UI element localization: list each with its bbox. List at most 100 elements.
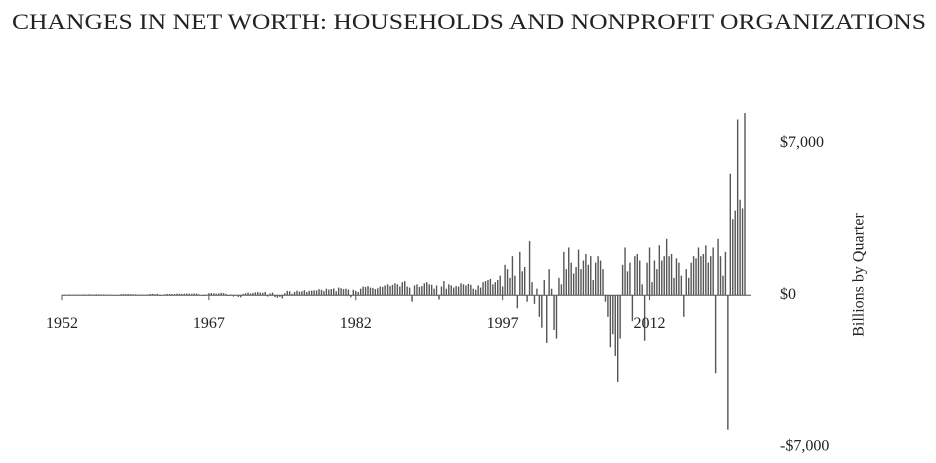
bar (594, 262, 597, 296)
bar (384, 285, 386, 296)
bar (421, 286, 423, 296)
bar (178, 293, 181, 296)
bar (345, 288, 347, 296)
bar (565, 269, 567, 296)
bar (156, 293, 159, 296)
bar (687, 277, 690, 296)
bar (110, 294, 112, 296)
bar (379, 286, 381, 296)
bar (558, 277, 560, 296)
bar (724, 251, 727, 296)
bar (173, 294, 176, 296)
bar (134, 294, 137, 296)
bar (528, 240, 531, 296)
bar (342, 289, 345, 296)
bar (266, 295, 269, 297)
bar (523, 266, 526, 296)
bar (203, 295, 205, 296)
bar (90, 294, 93, 296)
bar (208, 293, 210, 296)
bar (237, 295, 239, 297)
bar (161, 295, 164, 296)
bar (448, 284, 450, 296)
bar (301, 291, 303, 296)
bar (710, 256, 712, 296)
bar (355, 290, 357, 296)
bar (78, 294, 80, 296)
bar (247, 292, 249, 296)
bar (663, 256, 665, 296)
bar (460, 283, 462, 296)
bar (741, 208, 744, 296)
bar (440, 286, 443, 296)
bar (661, 260, 663, 296)
bar (330, 289, 332, 296)
bar (683, 295, 685, 317)
bar (244, 293, 247, 296)
bar (577, 249, 580, 296)
bar (257, 292, 259, 296)
bar (95, 294, 97, 296)
bar (274, 295, 276, 298)
bar (636, 253, 638, 296)
bar (673, 277, 675, 296)
bar (252, 293, 254, 296)
bar (73, 294, 75, 296)
bar (619, 295, 621, 339)
bar (665, 238, 668, 296)
bar (171, 293, 173, 296)
bar (124, 294, 127, 296)
bar (705, 245, 707, 296)
bar (225, 293, 227, 296)
bar (722, 275, 724, 296)
bar (467, 283, 470, 296)
bar (418, 286, 421, 296)
bar (406, 286, 408, 296)
bar (607, 295, 609, 317)
bar (183, 293, 186, 296)
bar (159, 295, 161, 296)
bar (629, 262, 631, 296)
bar (624, 247, 626, 296)
bar (465, 285, 467, 296)
bar (254, 292, 257, 296)
bar (191, 293, 193, 296)
bar (230, 294, 232, 296)
bar (357, 291, 359, 296)
bar (477, 285, 479, 296)
bar (739, 199, 741, 296)
bar (531, 282, 533, 296)
bar (200, 295, 203, 296)
bar (288, 291, 291, 296)
bar (658, 245, 661, 296)
bar (472, 288, 474, 296)
bar (169, 293, 171, 296)
bar (298, 291, 301, 296)
bar (668, 256, 670, 296)
bar (186, 293, 188, 296)
bar (367, 286, 369, 296)
bar (391, 284, 394, 296)
bar (516, 295, 519, 309)
bar (430, 284, 433, 296)
bar (533, 295, 536, 304)
bar (641, 284, 643, 296)
bar (333, 288, 335, 296)
bar (296, 290, 298, 296)
bar (264, 291, 266, 296)
bar (61, 294, 63, 296)
bar (675, 258, 678, 296)
bar (548, 269, 550, 296)
bar (127, 293, 129, 296)
bar (408, 287, 411, 296)
bar (543, 280, 545, 296)
bar (580, 269, 582, 296)
bar (651, 282, 653, 296)
bar (563, 251, 565, 296)
bar (511, 256, 514, 296)
bar (592, 280, 594, 296)
bar (115, 294, 117, 296)
bar (744, 113, 746, 296)
bar (144, 294, 146, 296)
